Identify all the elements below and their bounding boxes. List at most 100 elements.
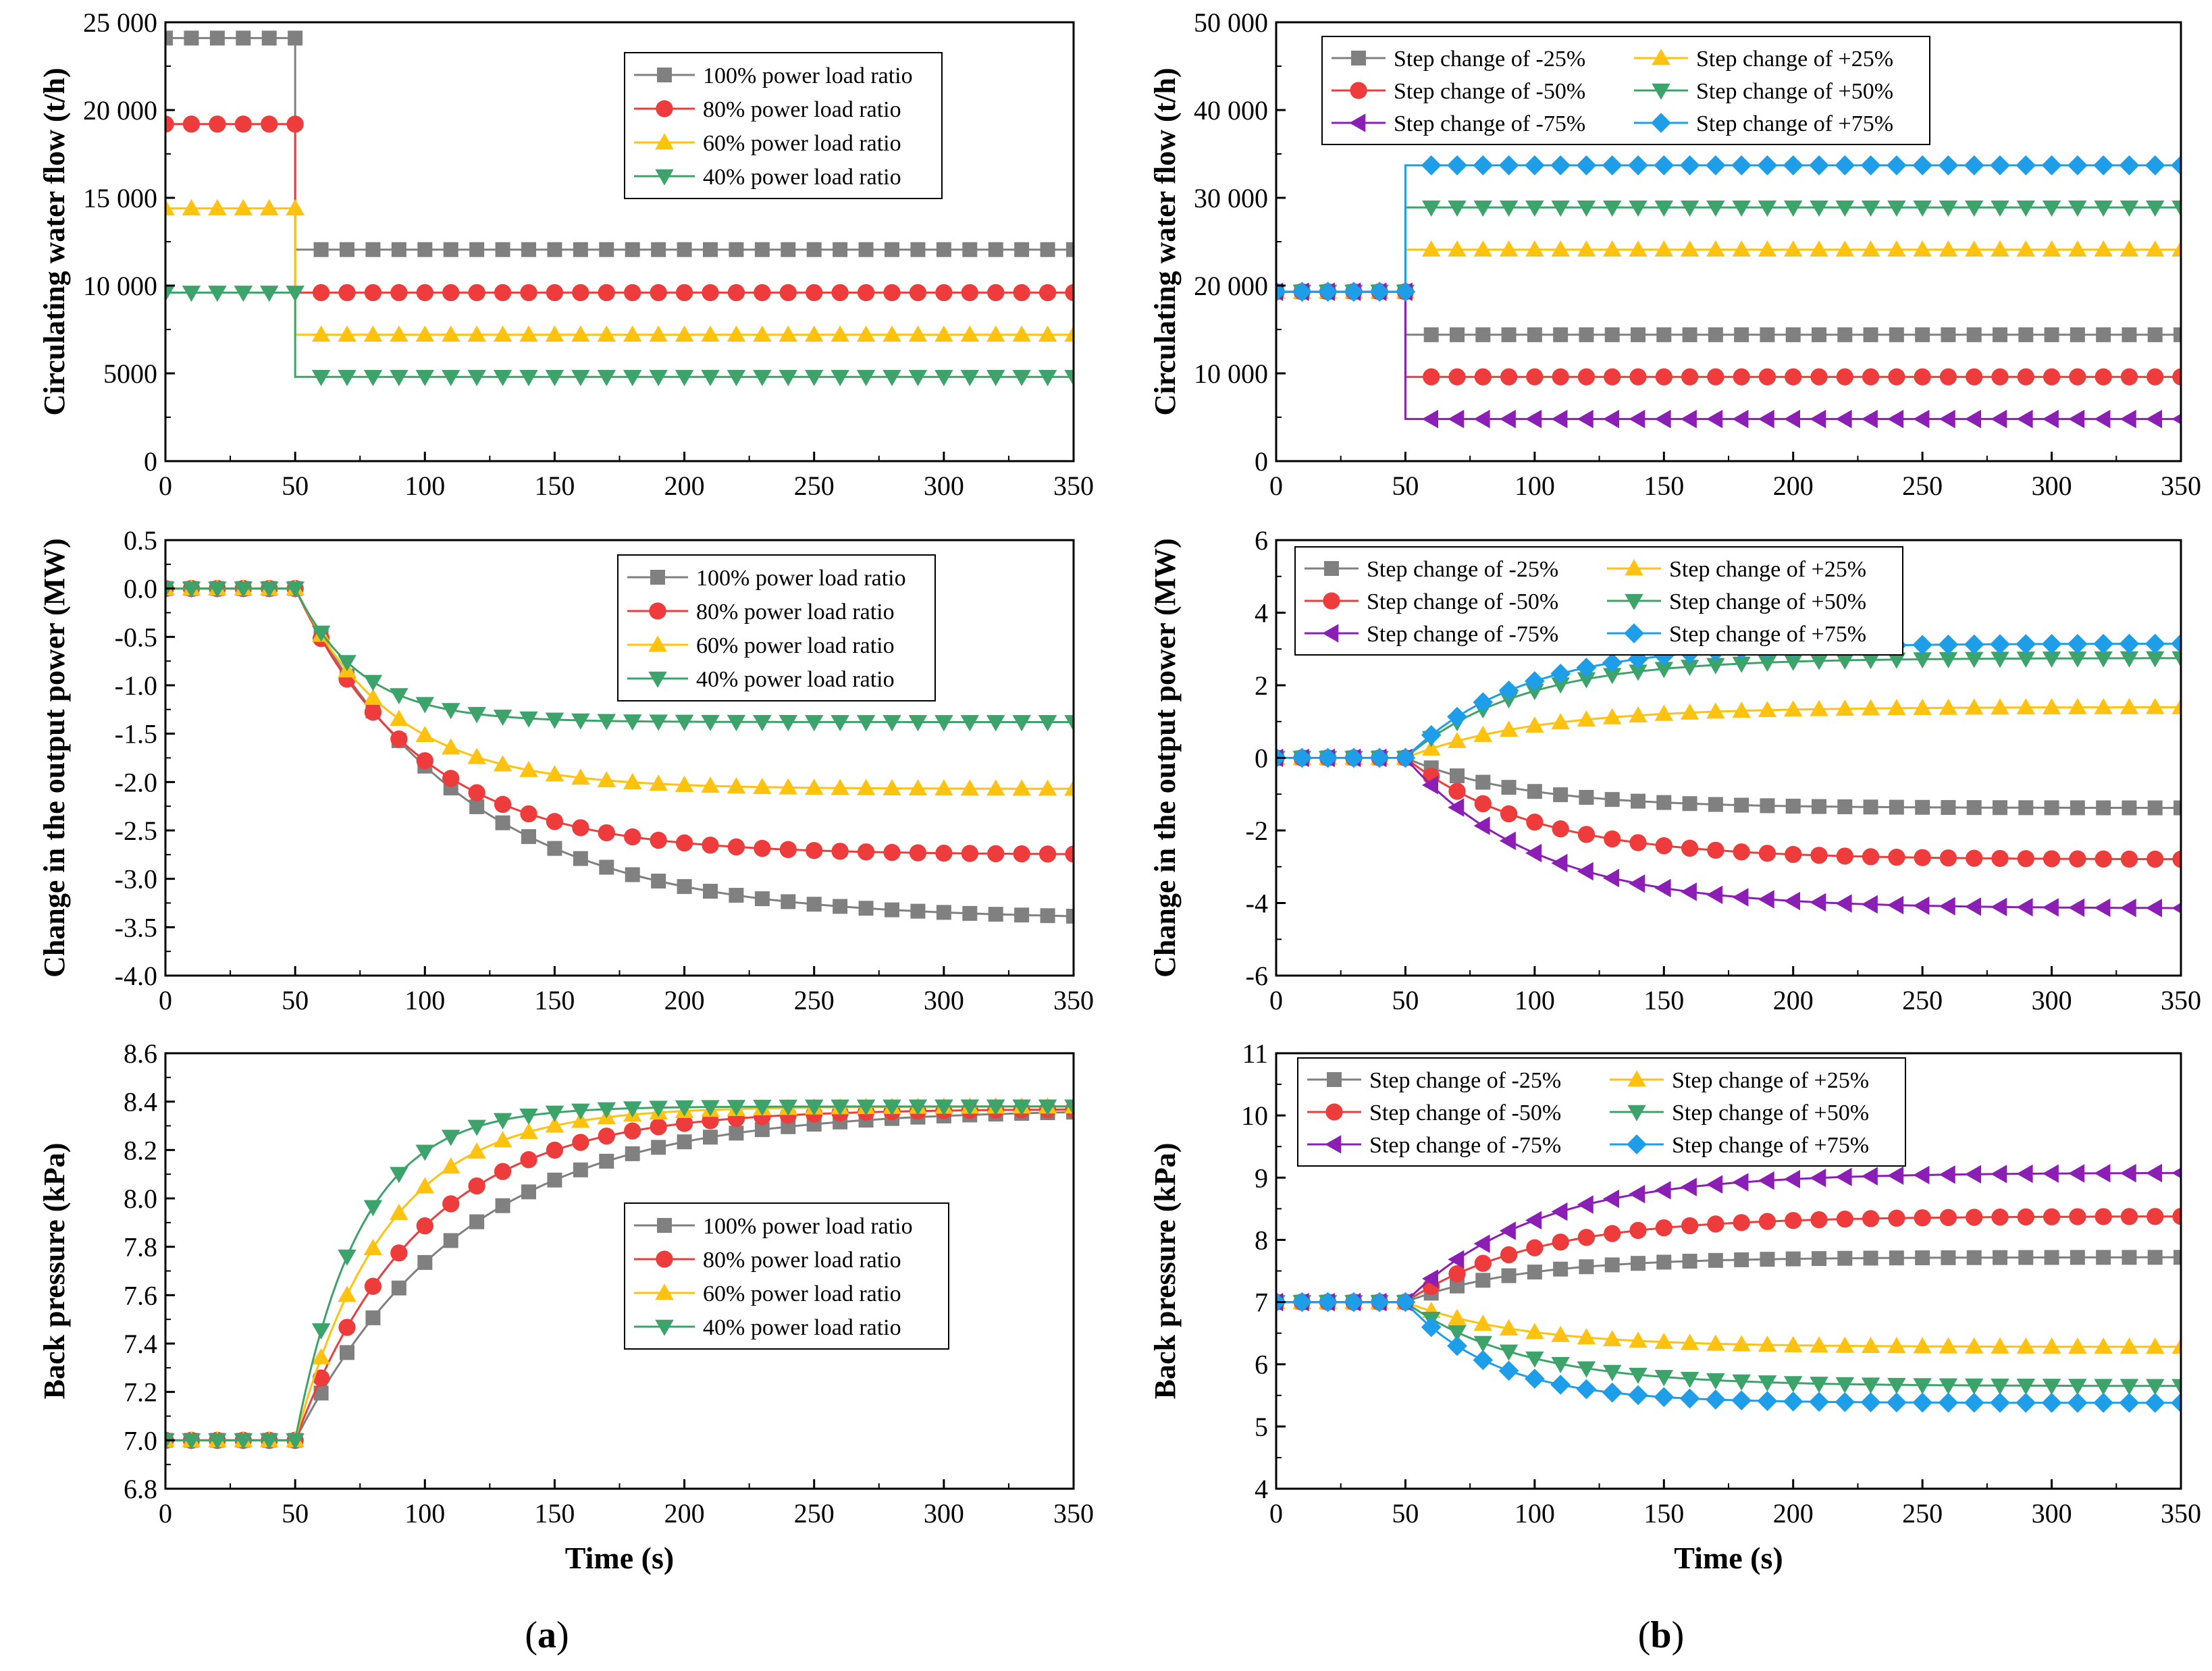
data-point <box>781 894 796 909</box>
legend-marker <box>657 1218 672 1233</box>
data-point <box>702 837 719 854</box>
data-point <box>415 369 435 386</box>
data-point <box>961 284 978 302</box>
data-point <box>572 284 589 302</box>
data-point <box>1395 282 1416 302</box>
y-tick-label: 7 <box>1255 1288 1268 1318</box>
data-point <box>1835 240 1855 257</box>
data-point <box>1292 1292 1313 1312</box>
data-point <box>2017 368 2034 386</box>
legend-label: Step change of +75% <box>1672 1133 1869 1158</box>
data-point <box>1628 1385 1648 1406</box>
data-point <box>1602 708 1622 724</box>
data-point <box>651 242 666 257</box>
data-point <box>1656 795 1672 810</box>
data-point <box>165 1433 175 1450</box>
data-point <box>2145 1337 2165 1354</box>
data-point <box>184 30 199 46</box>
data-point <box>1732 701 1751 718</box>
data-point <box>1551 1356 1570 1373</box>
data-point <box>1421 155 1442 176</box>
x-tick-label: 250 <box>1902 985 1943 1015</box>
data-point <box>311 625 331 642</box>
data-point <box>1317 747 1338 768</box>
data-point <box>1499 720 1519 737</box>
legend-marker <box>655 1319 674 1336</box>
data-point <box>1991 897 2007 917</box>
data-point <box>1863 799 1878 815</box>
data-point <box>1887 1377 1906 1394</box>
legend-marker <box>656 100 673 117</box>
data-point <box>363 674 383 691</box>
data-point <box>391 1280 406 1296</box>
legend-marker <box>1351 51 1366 65</box>
legend-label: 80% power load ratio <box>696 600 895 625</box>
data-point <box>650 284 667 302</box>
data-point <box>1810 409 1826 429</box>
data-point <box>2172 850 2181 868</box>
data-point <box>2094 200 2113 217</box>
data-point <box>599 1153 614 1169</box>
data-point <box>883 1099 901 1116</box>
data-point <box>1500 1246 1518 1264</box>
data-point <box>754 891 770 907</box>
data-point <box>623 714 642 731</box>
data-point <box>1576 658 1597 678</box>
data-point <box>806 242 822 257</box>
y-tick-label: 7.8 <box>124 1232 157 1263</box>
legend-marker <box>655 133 674 150</box>
data-point <box>1501 1268 1517 1283</box>
data-point <box>165 115 174 133</box>
data-point <box>234 286 253 302</box>
data-point <box>1731 1390 1752 1411</box>
data-point <box>2041 155 2062 176</box>
data-point <box>1991 240 2009 257</box>
data-point <box>935 284 953 302</box>
data-point <box>1941 327 1956 342</box>
data-point <box>1939 698 1958 715</box>
data-point <box>1861 1377 1880 1394</box>
y-tick-label: 6 <box>1255 525 1268 556</box>
data-point <box>1966 849 1983 867</box>
data-point <box>1499 1221 1516 1240</box>
data-point <box>831 369 849 386</box>
data-point <box>364 704 382 721</box>
data-point <box>1862 368 1880 386</box>
data-point <box>1887 409 1904 429</box>
data-point <box>1733 368 1750 386</box>
data-point <box>1758 240 1777 257</box>
data-point <box>2119 409 2136 429</box>
data-point <box>1450 327 1465 342</box>
data-point <box>571 325 590 342</box>
data-point <box>1706 240 1725 257</box>
data-point <box>1473 409 1490 429</box>
legend-marker <box>1624 623 1644 643</box>
data-point <box>883 778 901 795</box>
legend-marker <box>1652 49 1670 65</box>
data-point <box>1448 409 1465 429</box>
x-tick-label: 250 <box>794 471 835 501</box>
data-point <box>1912 1392 1932 1413</box>
data-point <box>182 115 201 133</box>
data-point <box>597 1102 616 1119</box>
data-point <box>1939 1165 1955 1184</box>
data-point <box>2094 697 2113 714</box>
data-point <box>1860 155 1881 176</box>
data-point <box>908 715 928 732</box>
data-point <box>2174 1250 2181 1265</box>
data-point <box>234 581 253 598</box>
data-point <box>1500 805 1518 823</box>
data-point <box>209 115 226 133</box>
legend-item: 60% power load ratio <box>634 1281 901 1306</box>
data-point <box>779 369 798 386</box>
data-point <box>1654 200 1674 217</box>
data-point <box>2145 1379 2165 1396</box>
plot-area <box>165 30 1074 386</box>
data-point <box>1783 1376 1803 1393</box>
data-point <box>469 1214 485 1229</box>
data-point <box>597 369 616 386</box>
data-point <box>182 286 201 302</box>
y-tick-label: -1.0 <box>115 670 157 701</box>
data-point <box>545 712 564 729</box>
data-point <box>1835 200 1855 217</box>
